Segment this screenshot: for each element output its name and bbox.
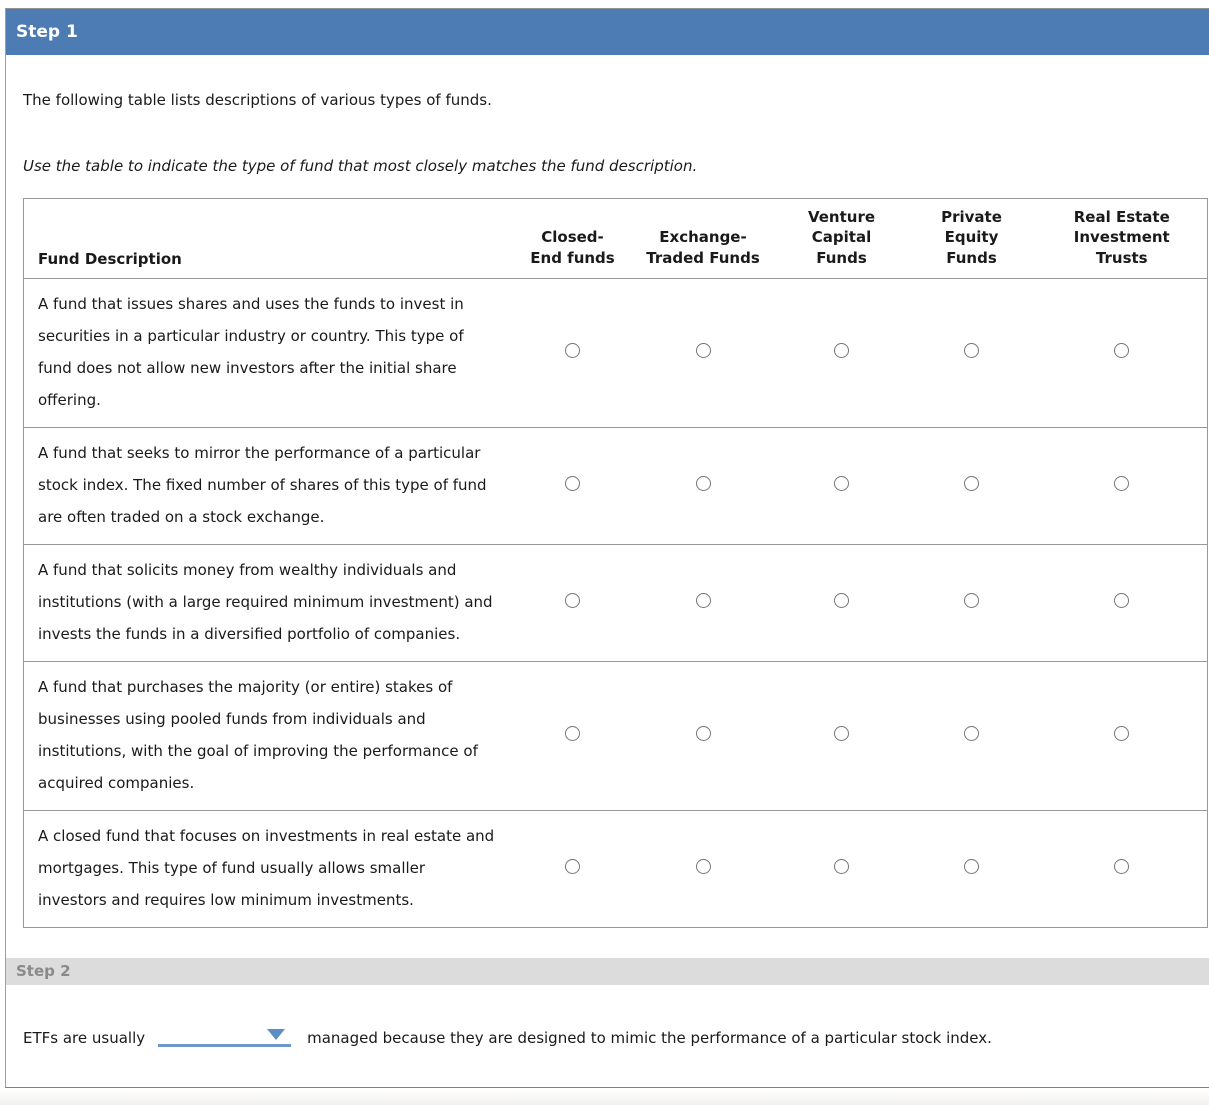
radio-button[interactable] bbox=[695, 343, 711, 359]
radio-cell bbox=[515, 660, 630, 811]
radio-button[interactable] bbox=[565, 726, 580, 742]
radio-button[interactable] bbox=[1114, 476, 1130, 492]
radio-cell bbox=[515, 809, 630, 928]
radio-cell bbox=[1036, 809, 1208, 928]
radio-cell bbox=[906, 809, 1037, 928]
column-header-real-estate-investment-trusts: Real Estate Investment Trusts bbox=[1036, 198, 1208, 279]
radio-button[interactable] bbox=[1114, 593, 1130, 609]
radio-cell bbox=[776, 426, 907, 545]
radio-cell bbox=[515, 277, 630, 428]
radio-cell bbox=[1036, 277, 1208, 428]
radio-cell bbox=[629, 426, 777, 545]
step2-title: Step 2 bbox=[16, 962, 71, 981]
table-row: A fund that solicits money from wealthy … bbox=[23, 543, 1208, 662]
radio-cell bbox=[629, 660, 777, 811]
radio-button[interactable] bbox=[964, 726, 979, 742]
radio-button[interactable] bbox=[834, 859, 849, 875]
radio-cell bbox=[906, 543, 1037, 662]
radio-button[interactable] bbox=[565, 859, 580, 875]
radio-cell bbox=[629, 543, 777, 662]
radio-cell bbox=[515, 426, 630, 545]
radio-cell bbox=[776, 543, 907, 662]
radio-cell bbox=[906, 277, 1037, 428]
radio-button[interactable] bbox=[565, 476, 580, 492]
column-header-closed-end-funds: Closed- End funds bbox=[515, 198, 630, 279]
etf-sentence: ETFs are usually managed because they are… bbox=[23, 1027, 992, 1047]
fund-description: A fund that issues shares and uses the f… bbox=[23, 277, 516, 428]
sentence-prefix: ETFs are usually bbox=[23, 1028, 146, 1047]
next-panel-edge bbox=[0, 1090, 1209, 1105]
column-header-venture-capital-funds: Venture Capital Funds bbox=[776, 198, 907, 279]
radio-button[interactable] bbox=[1114, 726, 1130, 742]
fund-description: A fund that solicits money from wealthy … bbox=[23, 543, 516, 662]
problem-panel: Step 1 The following table lists descrip… bbox=[5, 8, 1209, 1088]
dropdown-arrow-icon bbox=[267, 1028, 286, 1040]
column-header-exchange-traded-funds: Exchange- Traded Funds bbox=[629, 198, 777, 279]
radio-button[interactable] bbox=[964, 593, 979, 609]
radio-cell bbox=[1036, 543, 1208, 662]
step2-content: ETFs are usually managed because they are… bbox=[6, 984, 1209, 1087]
table-row: A fund that issues shares and uses the f… bbox=[23, 277, 1208, 428]
table-row: A fund that purchases the majority (or e… bbox=[23, 660, 1208, 811]
radio-button[interactable] bbox=[834, 726, 849, 742]
radio-cell bbox=[776, 660, 907, 811]
instruction-text: Use the table to indicate the type of fu… bbox=[23, 157, 698, 175]
radio-cell bbox=[629, 277, 777, 428]
step1-title: Step 1 bbox=[16, 22, 78, 42]
radio-cell bbox=[906, 426, 1037, 545]
fund-description: A fund that purchases the majority (or e… bbox=[23, 660, 516, 811]
radio-button[interactable] bbox=[695, 859, 711, 875]
etf-management-dropdown[interactable] bbox=[158, 1027, 292, 1047]
step1-header: Step 1 bbox=[6, 9, 1209, 55]
step2-header: Step 2 bbox=[6, 957, 1209, 985]
radio-button[interactable] bbox=[695, 726, 711, 742]
radio-button[interactable] bbox=[834, 476, 849, 492]
column-header-private-equity-funds: Private Equity Funds bbox=[906, 198, 1037, 279]
radio-cell bbox=[776, 809, 907, 928]
radio-button[interactable] bbox=[834, 343, 849, 359]
radio-cell bbox=[629, 809, 777, 928]
fund-description: A fund that seeks to mirror the performa… bbox=[23, 426, 516, 545]
table-row: A fund that seeks to mirror the performa… bbox=[23, 426, 1208, 545]
radio-cell bbox=[906, 660, 1037, 811]
radio-button[interactable] bbox=[1114, 859, 1130, 875]
radio-cell bbox=[515, 543, 630, 662]
radio-button[interactable] bbox=[834, 593, 849, 609]
step1-content: The following table lists descriptions o… bbox=[6, 55, 1209, 958]
radio-button[interactable] bbox=[695, 476, 711, 492]
fund-description-header: Fund Description bbox=[23, 198, 516, 279]
radio-button[interactable] bbox=[565, 343, 580, 359]
radio-cell bbox=[1036, 660, 1208, 811]
radio-button[interactable] bbox=[964, 476, 979, 492]
radio-button[interactable] bbox=[695, 593, 711, 609]
table-row: A closed fund that focuses on investment… bbox=[23, 809, 1208, 928]
fund-description: A closed fund that focuses on investment… bbox=[23, 809, 516, 928]
sentence-suffix: managed because they are designed to mim… bbox=[307, 1028, 992, 1047]
table-header-row: Fund Description Closed- End funds Excha… bbox=[23, 198, 1208, 279]
radio-cell bbox=[776, 277, 907, 428]
radio-cell bbox=[1036, 426, 1208, 545]
intro-text: The following table lists descriptions o… bbox=[23, 91, 492, 109]
radio-button[interactable] bbox=[1114, 343, 1130, 359]
funds-table: Fund Description Closed- End funds Excha… bbox=[23, 198, 1208, 928]
radio-button[interactable] bbox=[565, 593, 580, 609]
radio-button[interactable] bbox=[964, 859, 979, 875]
radio-button[interactable] bbox=[964, 343, 979, 359]
